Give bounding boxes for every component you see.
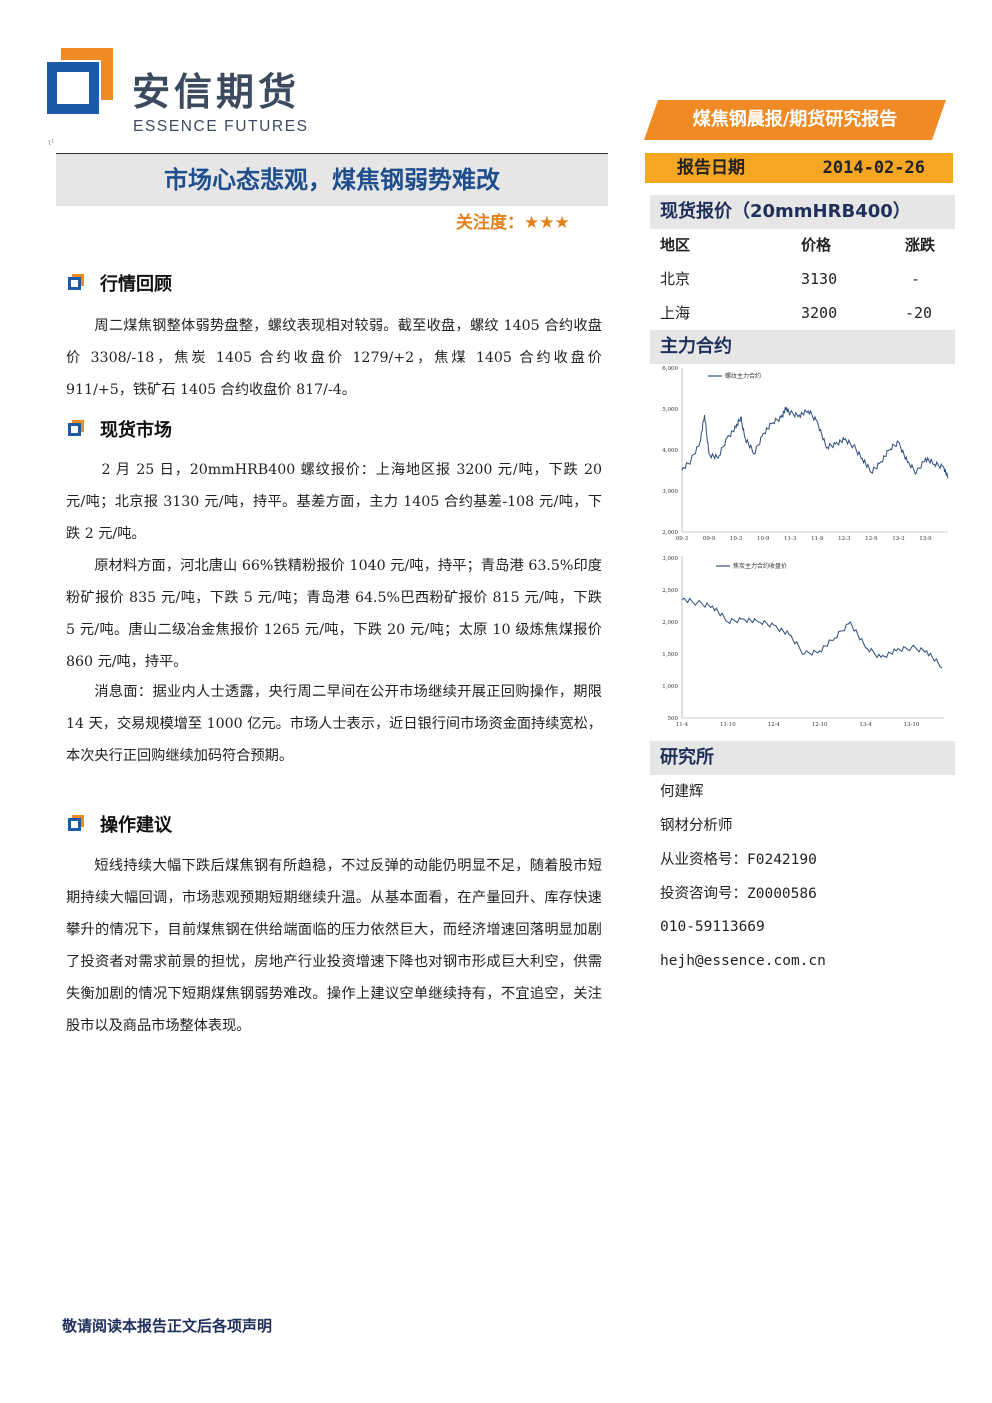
y-tick-label: 4,000 — [662, 448, 678, 454]
x-tick-label: 11-4 — [676, 722, 689, 728]
attention-rating: 关注度：★★★ — [456, 210, 570, 236]
attention-label: 关注度： — [456, 213, 524, 233]
header-small-mark: ι¹ — [48, 138, 55, 147]
report-date-bar: 报告日期 2014-02-26 — [645, 153, 953, 183]
section-bullet-icon — [68, 420, 84, 436]
coke-series-line — [681, 597, 943, 669]
col-header-change: 涨跌 — [905, 236, 936, 254]
y-tick-label: 5,000 — [662, 407, 678, 413]
main-contract-title: 主力合约 — [660, 336, 732, 357]
advice-paragraph: 短线持续大幅下跌后煤焦钢有所趋稳，不过反弹的动能仍明显不足，随着股市短期持续大幅… — [66, 858, 602, 1034]
x-tick-label: 12-3 — [838, 536, 851, 542]
report-type-banner: 煤焦钢晨报/期货研究报告 — [644, 100, 946, 140]
page-title: 市场心态悲观，煤焦钢弱势难改 — [164, 166, 500, 194]
row-region: 上海 — [660, 304, 691, 322]
title-background — [56, 154, 608, 206]
analyst-name: 何建辉 — [660, 784, 704, 800]
section-heading-review: 行情回顾 — [100, 274, 172, 295]
report-date-label: 报告日期 — [677, 158, 745, 178]
analyst-phone: 010-59113669 — [660, 919, 765, 935]
institute-title: 研究所 — [660, 747, 714, 768]
y-tick-label: 3,000 — [662, 556, 678, 562]
footer-disclaimer: 敬请阅读本报告正文后各项声明 — [62, 1317, 273, 1335]
logo-icon — [47, 48, 113, 114]
spot-paragraph-3: 消息面：据业内人士透露，央行周二早间在公开市场继续开展正回购操作，期限 14 天… — [66, 684, 602, 764]
x-tick-label: 12-9 — [865, 536, 878, 542]
report-type-label: 煤焦钢晨报/期货研究报告 — [692, 109, 898, 130]
x-tick-label: 10-9 — [757, 536, 770, 542]
y-tick-label: 500 — [668, 716, 679, 722]
row-region: 北京 — [660, 270, 691, 288]
coke-contract-chart: 3,000 2,500 2,000 1,500 1,000 500 11-4 11-10 12… — [662, 556, 944, 728]
analyst-email[interactable]: hejh@essence.com.cn — [660, 953, 826, 969]
x-tick-label: 13-3 — [892, 536, 905, 542]
banner-shape — [644, 100, 946, 140]
review-paragraph: 周二煤焦钢整体弱势盘整，螺纹表现相对较弱。截至收盘，螺纹 1405 合约收盘价 … — [66, 318, 602, 398]
analyst-license: 从业资格号：F0242190 — [660, 852, 817, 868]
rebar-contract-chart: 6,000 5,000 4,000 3,000 2,000 09-3 09-9 10-3 10… — [662, 366, 949, 542]
x-tick-label: 09-3 — [676, 536, 689, 542]
x-tick-label: 11-10 — [720, 722, 736, 728]
section-heading-spot: 现货市场 — [100, 420, 172, 441]
y-tick-label: 2,000 — [662, 530, 678, 536]
spot-quote-header: 现货报价（20mmHRB400） — [650, 195, 955, 229]
institute-header: 研究所 — [650, 741, 955, 775]
x-tick-label: 11-3 — [784, 536, 797, 542]
x-tick-label: 12-10 — [812, 722, 828, 728]
x-tick-label: 13-4 — [859, 722, 872, 728]
x-tick-label: 12-4 — [768, 722, 781, 728]
y-tick-label: 3,000 — [662, 489, 678, 495]
x-tick-label: 11-9 — [811, 536, 824, 542]
x-tick-label: 13-9 — [919, 536, 932, 542]
x-tick-label: 09-9 — [703, 536, 716, 542]
spot-quote-title: 现货报价（20mmHRB400） — [660, 201, 911, 222]
col-header-region: 地区 — [660, 236, 691, 254]
row-change: -20 — [905, 304, 933, 322]
col-header-price: 价格 — [801, 236, 832, 254]
logo-text-en: ESSENCE FUTURES — [133, 118, 309, 135]
section-heading-advice: 操作建议 — [100, 815, 172, 836]
star-rating-icon: ★★★ — [524, 213, 570, 233]
title-rule — [56, 153, 608, 154]
main-contract-header: 主力合约 — [650, 330, 955, 364]
y-tick-label: 2,000 — [662, 620, 678, 626]
y-tick-label: 2,500 — [662, 588, 678, 594]
legend-label: 螺纹主力合约 — [725, 372, 761, 380]
x-tick-label: 10-3 — [730, 536, 743, 542]
row-change: - — [913, 270, 919, 288]
section-bullet-icon — [68, 274, 84, 290]
spot-paragraph-2: 原材料方面，河北唐山 66%铁精粉报价 1040 元/吨，持平；青岛港 63.5… — [66, 558, 602, 670]
logo-text-cn: 安信期货 — [132, 70, 301, 114]
section-bullet-icon — [68, 815, 84, 831]
legend-label: 焦炭主力合约收盘价 — [733, 562, 787, 570]
spot-paragraph-1: 2 月 25 日，20mmHRB400 螺纹报价：上海地区报 3200 元/吨，… — [66, 462, 602, 542]
rebar-series-line — [681, 406, 949, 479]
y-tick-label: 1,500 — [662, 652, 678, 658]
x-tick-label: 13-10 — [903, 722, 919, 728]
row-price: 3130 — [801, 270, 838, 288]
row-price: 3200 — [801, 304, 838, 322]
y-tick-label: 1,000 — [662, 684, 678, 690]
analyst-title: 钢材分析师 — [660, 818, 733, 834]
y-tick-label: 6,000 — [662, 366, 678, 372]
analyst-advisor-id: 投资咨询号：Z0000586 — [660, 886, 817, 902]
report-date-value: 2014-02-26 — [822, 158, 925, 178]
